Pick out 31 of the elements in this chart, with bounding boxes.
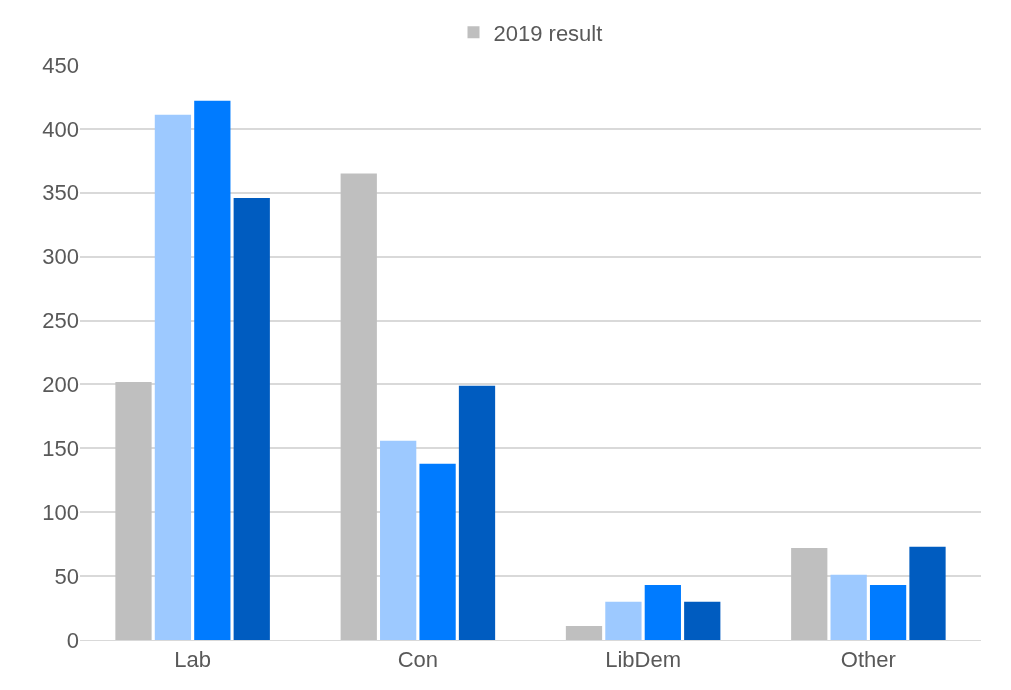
legend-label: 2019 result <box>493 20 603 46</box>
y-tick-label: 450 <box>42 52 79 78</box>
bar <box>869 585 907 640</box>
bar <box>684 601 721 640</box>
bar <box>340 173 377 640</box>
bar <box>909 546 946 640</box>
x-tick-label: Lab <box>174 647 211 673</box>
bar <box>830 574 867 640</box>
bar <box>458 385 496 640</box>
y-tick-label: 50 <box>54 563 79 589</box>
y-tick-label: 100 <box>42 499 79 525</box>
bar <box>380 440 417 640</box>
bar <box>565 625 603 640</box>
y-tick-label: 300 <box>42 244 79 270</box>
bar <box>194 100 231 640</box>
y-tick-label: 200 <box>42 372 79 398</box>
bar <box>791 548 828 640</box>
bar <box>233 197 270 640</box>
x-tick-label: Con <box>397 647 439 673</box>
y-tick-label: 350 <box>42 180 79 206</box>
x-tick-label: LibDem <box>605 647 682 673</box>
bar <box>115 381 152 640</box>
bar <box>154 114 192 640</box>
y-tick-label: 0 <box>66 627 79 653</box>
bar <box>644 585 681 640</box>
bar <box>419 463 456 640</box>
y-tick-label: 400 <box>42 116 79 142</box>
y-tick-label: 150 <box>42 436 79 462</box>
y-tick-label: 250 <box>42 308 79 334</box>
x-tick-label: Other <box>840 647 896 673</box>
bar <box>605 601 642 640</box>
